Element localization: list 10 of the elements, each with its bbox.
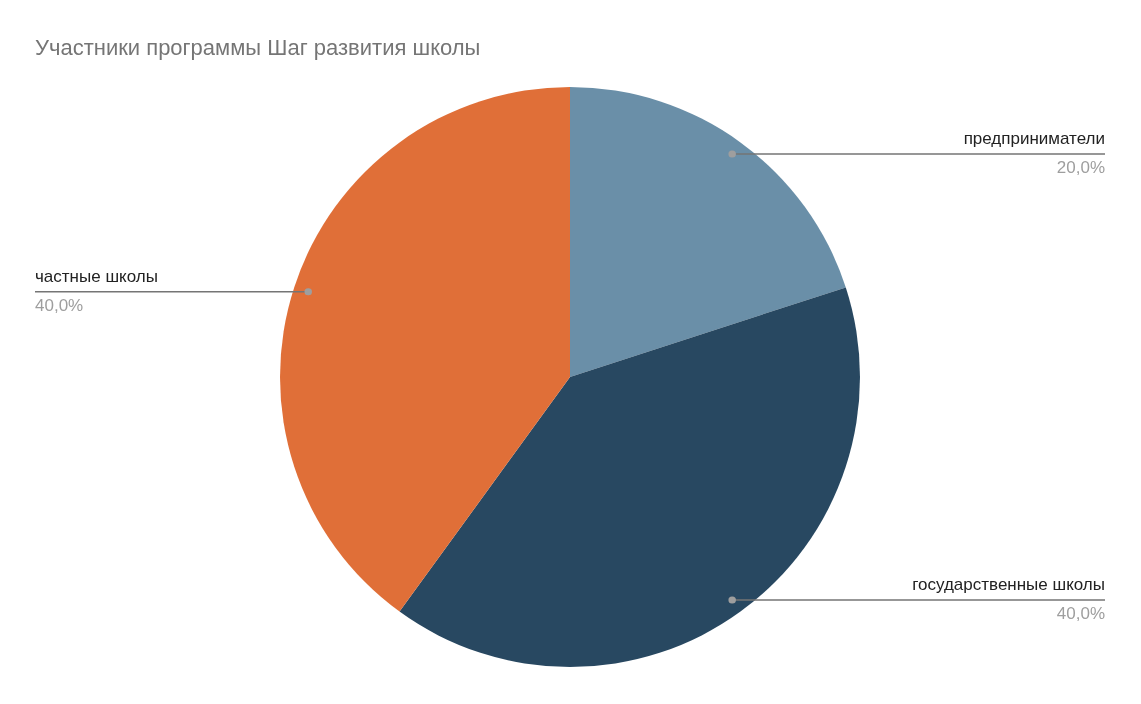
data-label: 20,0%	[1056, 158, 1105, 178]
pie-slice	[570, 87, 846, 377]
slice-label: частные школы	[35, 266, 158, 286]
chart-title: Участники программы Шаг развития школы	[35, 35, 481, 60]
pie-slice	[399, 287, 860, 667]
slice-label: государственные школы	[912, 574, 1105, 594]
pie-slice	[280, 87, 570, 612]
data-label: 40,0%	[1056, 603, 1105, 623]
slice-label: предприниматели	[963, 129, 1105, 149]
data-label: 40,0%	[35, 295, 84, 315]
